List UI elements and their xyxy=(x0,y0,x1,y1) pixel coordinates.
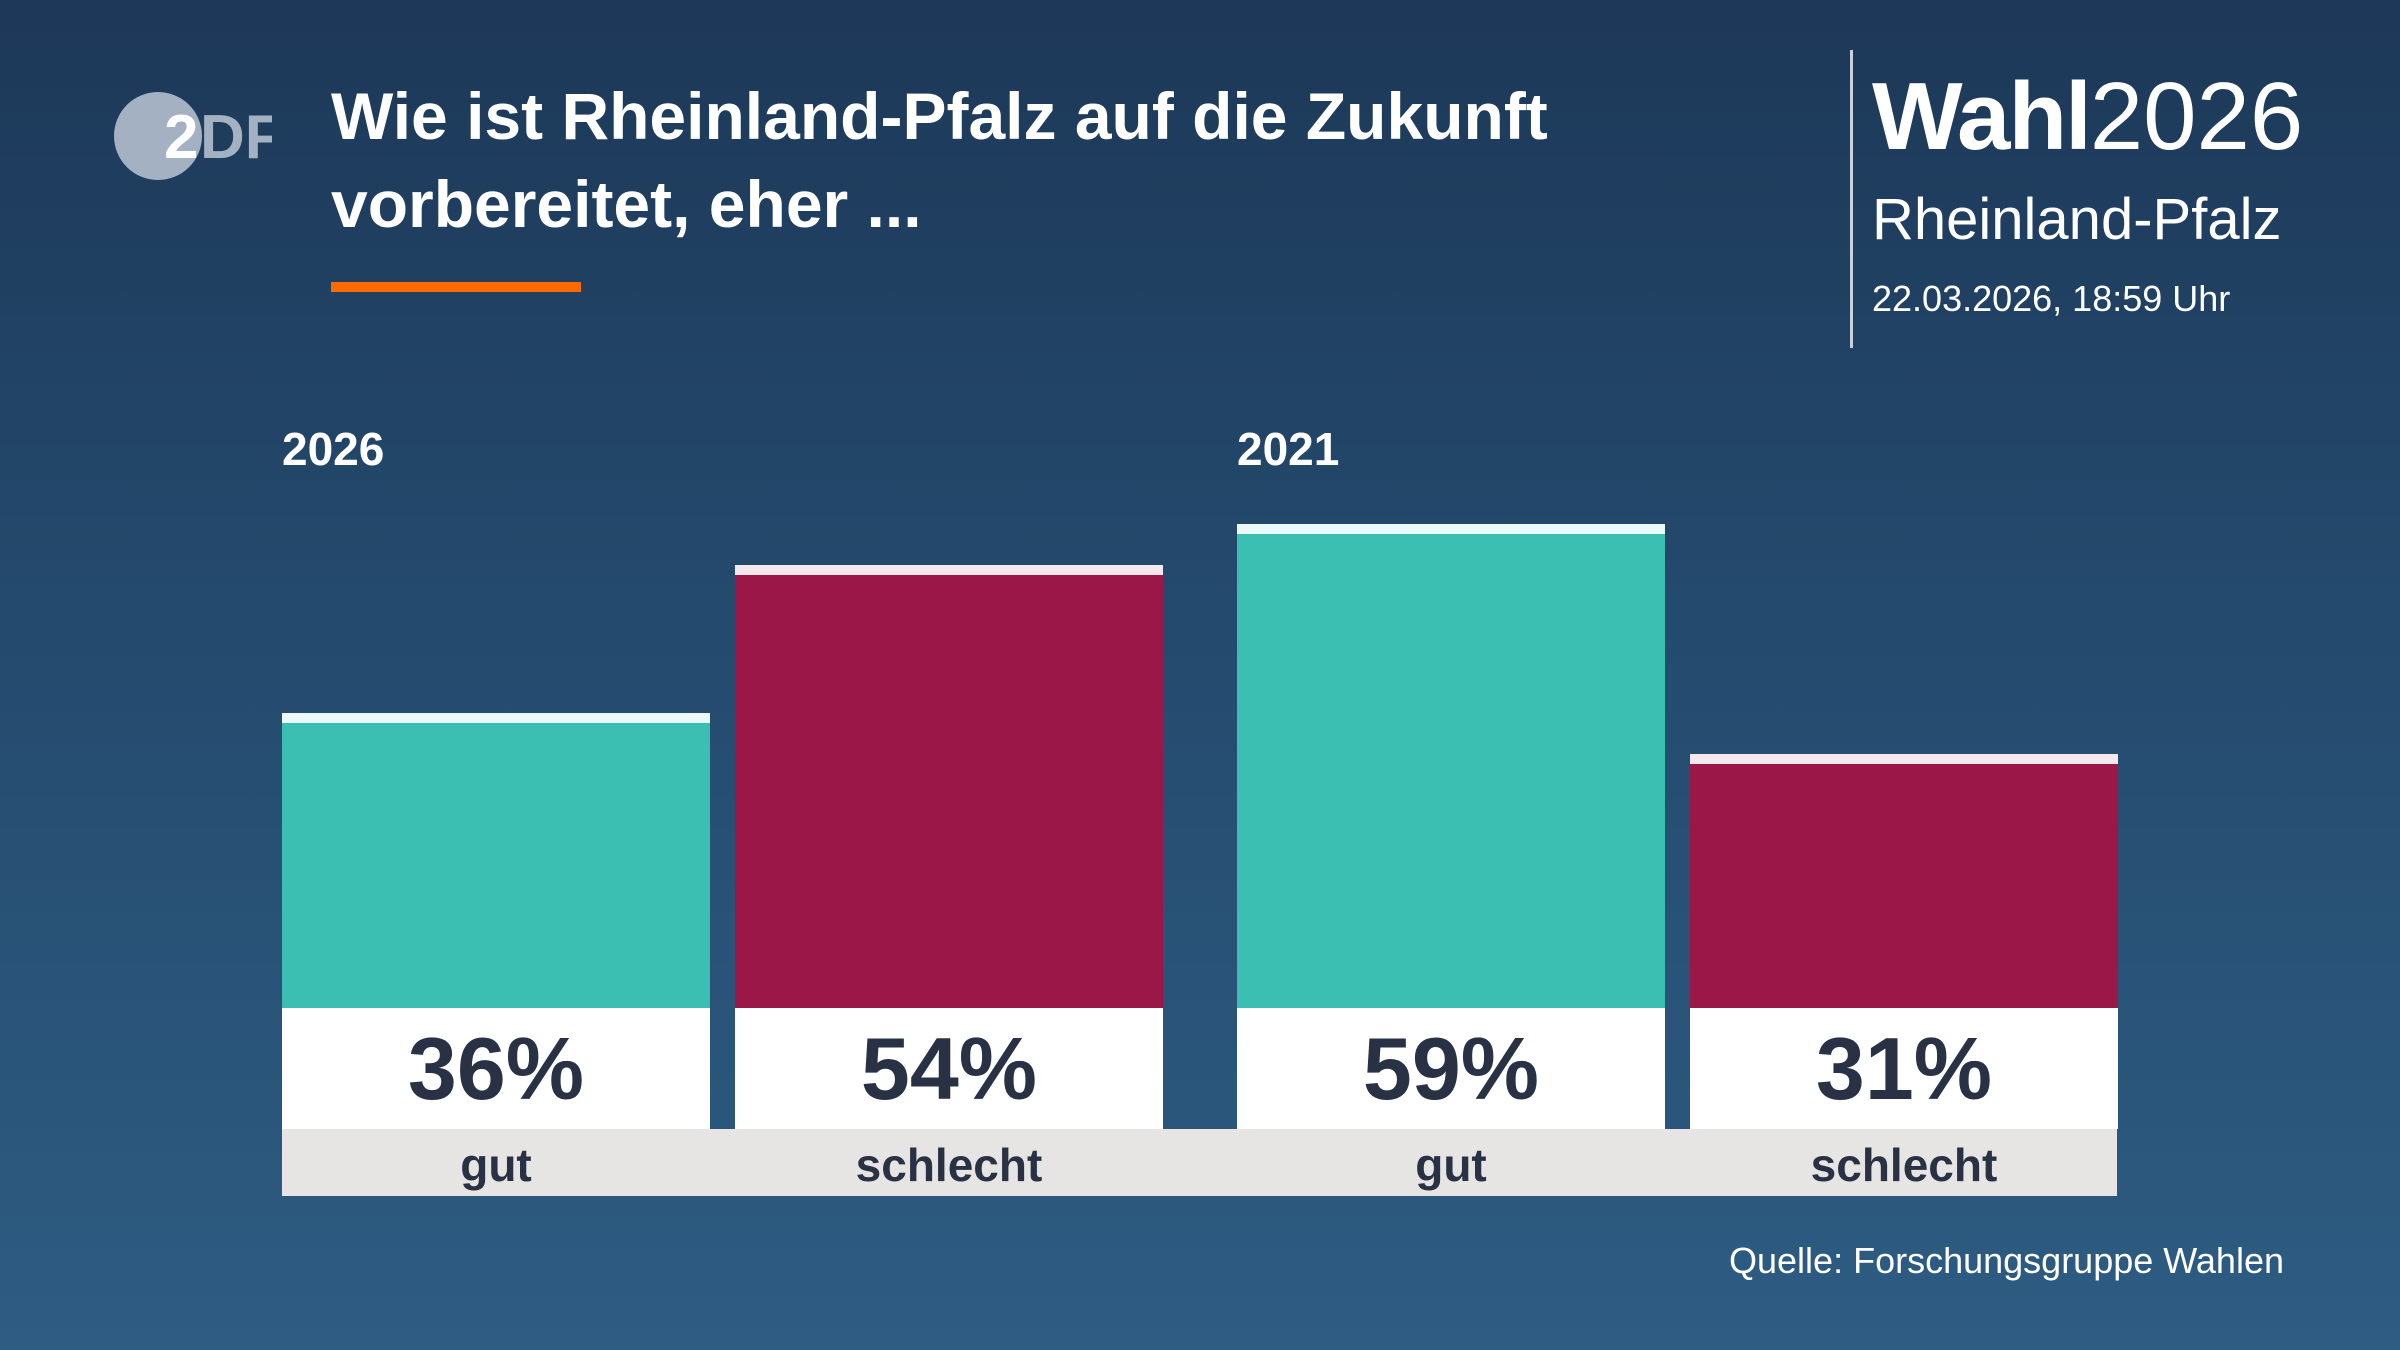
region: Rheinland-Pfalz xyxy=(1872,187,2282,252)
group-label: 2026 xyxy=(282,423,385,475)
divider xyxy=(1850,50,1853,348)
bar-cap xyxy=(735,565,1163,576)
category-band xyxy=(282,1129,2117,1196)
bar-schlecht xyxy=(735,565,1163,1008)
bar-cap xyxy=(1237,524,1665,535)
category-label: schlecht xyxy=(1810,1139,1998,1191)
source: Quelle: Forschungsgruppe Wahlen xyxy=(1729,1240,2284,1281)
brand-year: 2026 xyxy=(2089,63,2304,170)
bar-gut xyxy=(1237,524,1665,1008)
value-label: 36% xyxy=(282,1008,710,1129)
bar-gut xyxy=(282,712,710,1008)
bar-schlecht xyxy=(1690,753,2118,1008)
bar-cap xyxy=(282,712,710,723)
svg-text:2: 2 xyxy=(164,103,198,172)
value-label: 59% xyxy=(1237,1008,1665,1129)
chart-title: Wie ist Rheinland-Pfalz auf die Zukunft … xyxy=(331,79,1548,241)
category-label: gut xyxy=(460,1139,532,1191)
zdf-logo: 2 DF xyxy=(114,92,272,180)
brand-bold: Wahl xyxy=(1872,63,2092,170)
svg-text:DF: DF xyxy=(200,103,272,172)
wahl-brand: Wahl2026 xyxy=(1872,62,2303,172)
bar-cap xyxy=(1690,753,2118,764)
title-accent-bar xyxy=(331,282,581,292)
group-label: 2021 xyxy=(1237,423,1340,475)
category-label: schlecht xyxy=(855,1139,1043,1191)
datetime: 22.03.2026, 18:59 Uhr xyxy=(1872,278,2231,319)
value-label: 54% xyxy=(735,1008,1163,1129)
value-label: 31% xyxy=(1690,1008,2118,1129)
category-label: gut xyxy=(1415,1139,1487,1191)
